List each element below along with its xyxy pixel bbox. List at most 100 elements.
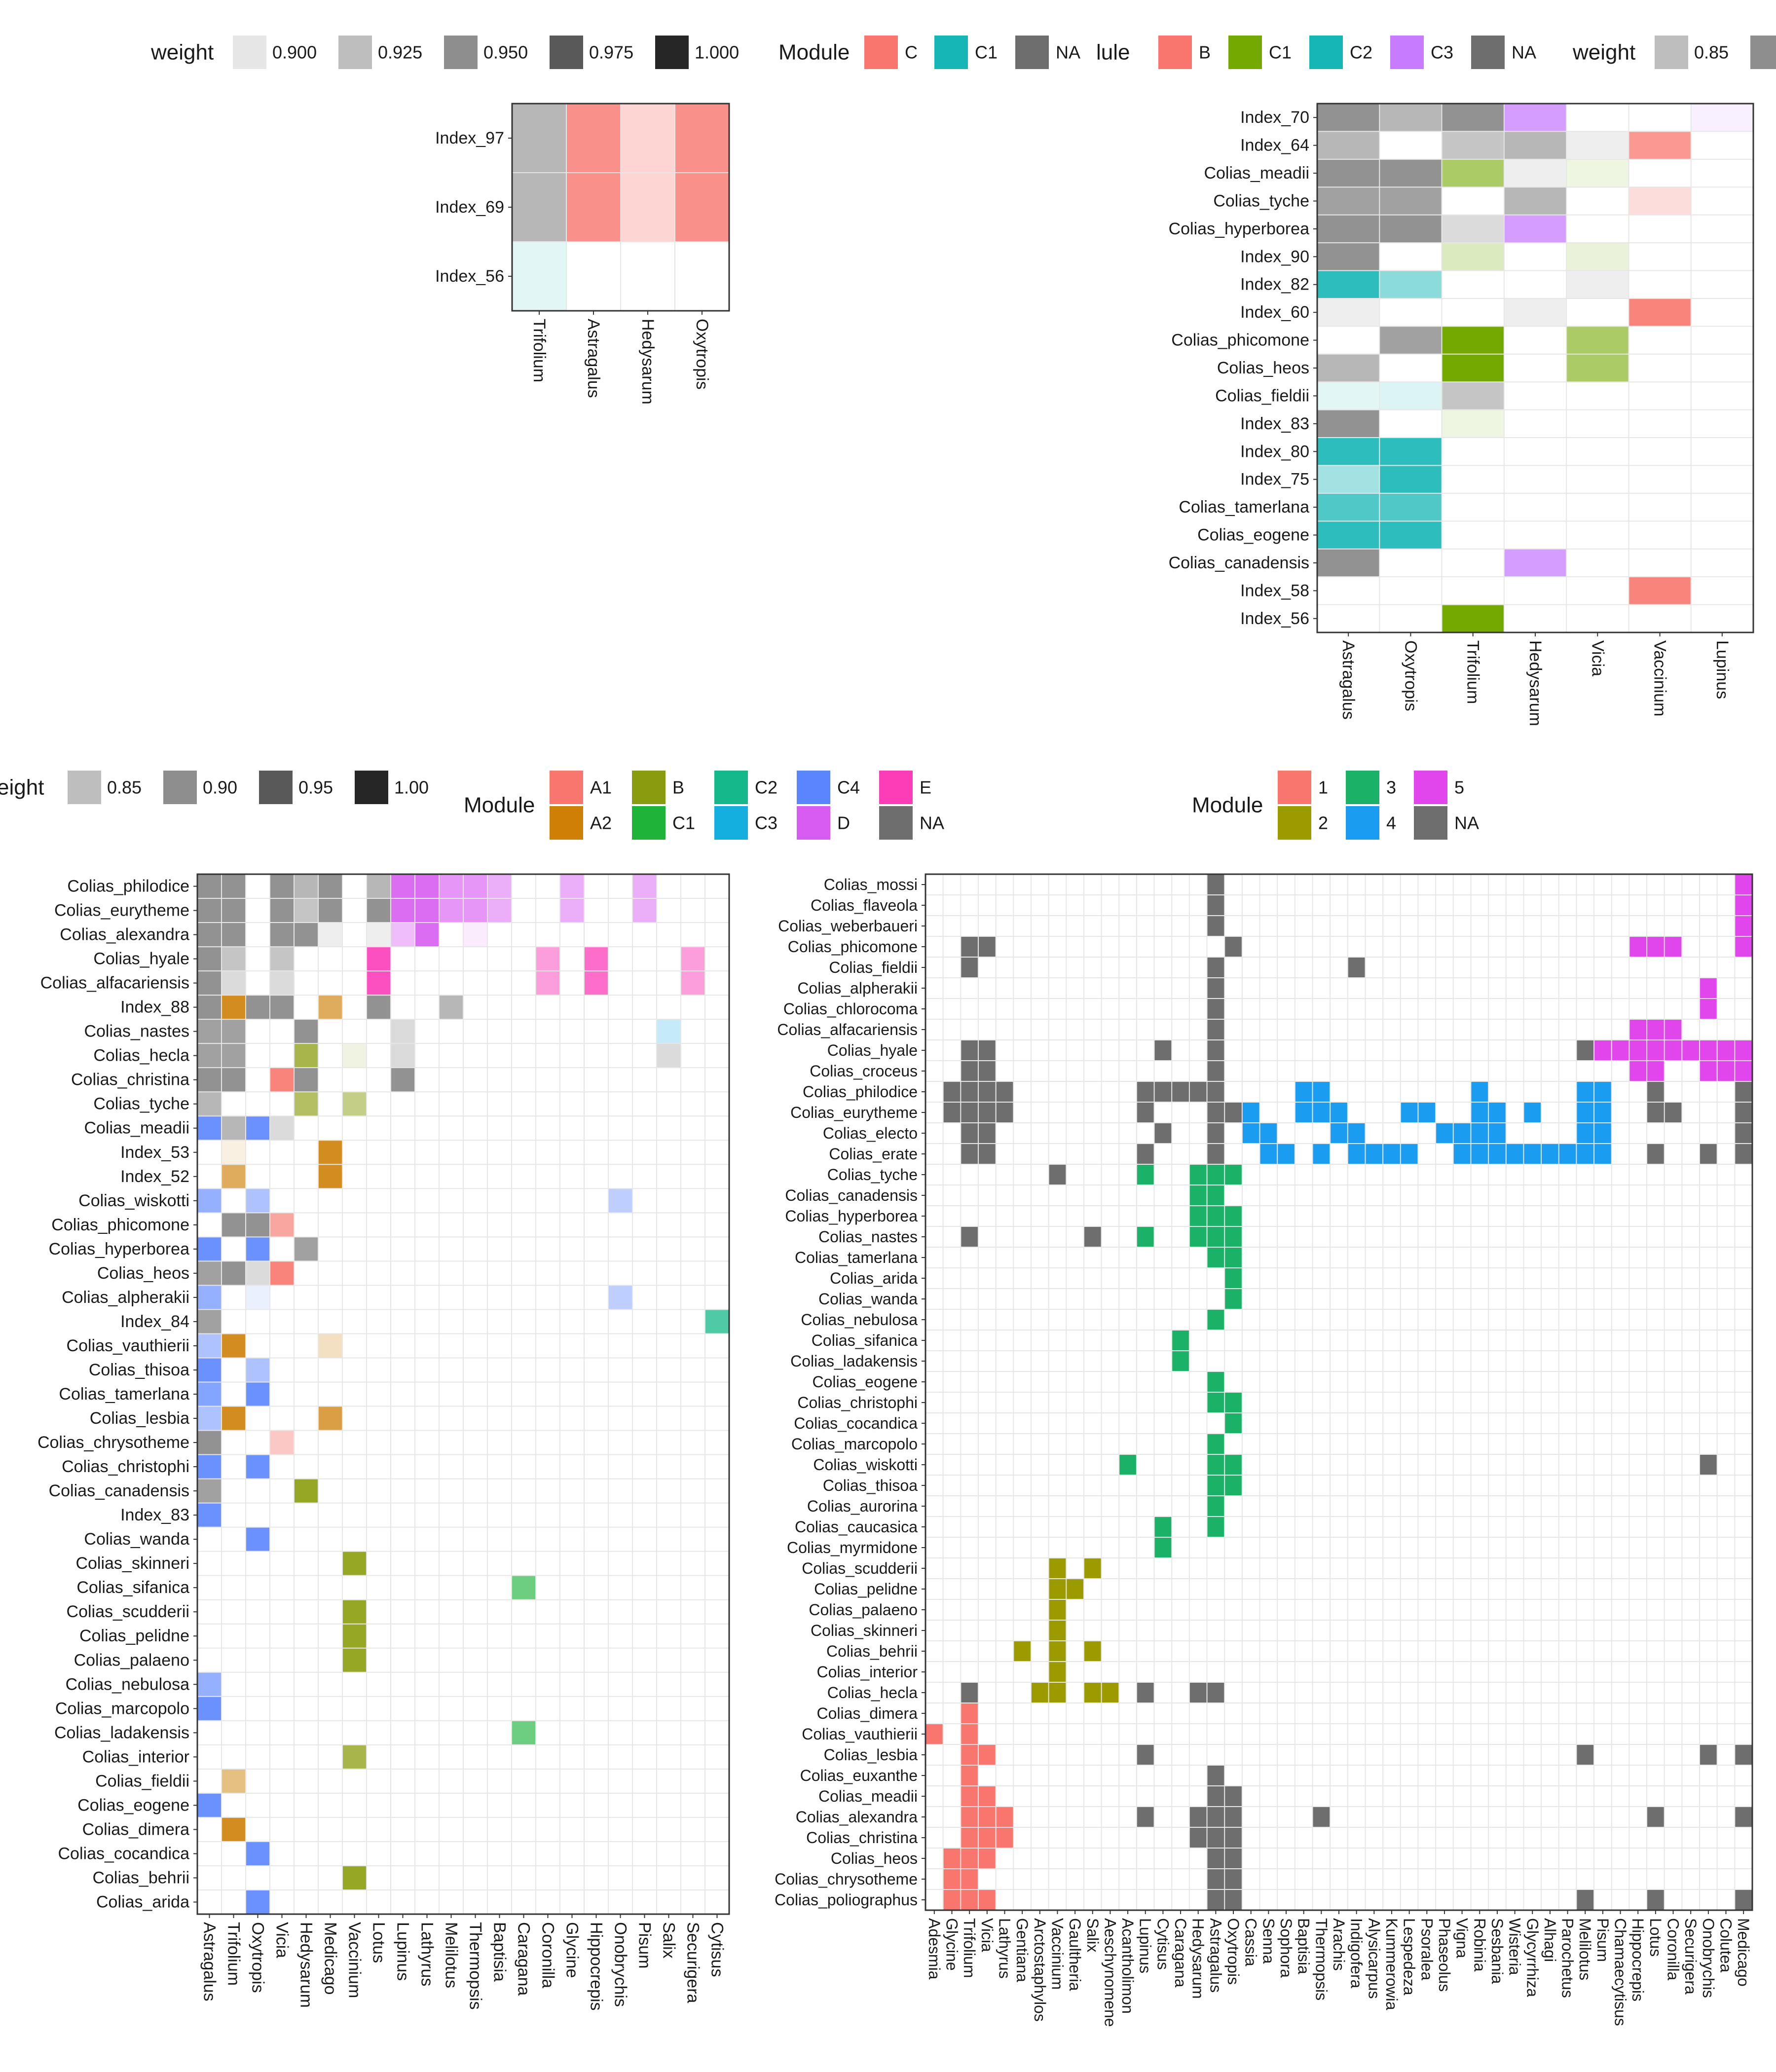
cell-layer: [1317, 104, 1753, 632]
column-label: Chamaecytisus: [1612, 1918, 1629, 2026]
heatmap-cell-Colias_interior-Vaccinium: [342, 1744, 367, 1769]
heatmap-cell-Colias_heos-Vicia: [270, 1261, 294, 1286]
column-label: Pisum: [1594, 1918, 1612, 1962]
heatmap-cell-Colias_hecla-Hedysarum: [1189, 1682, 1207, 1703]
module-legend-swatch: [1228, 36, 1262, 69]
module-legend-swatch: [1414, 806, 1447, 840]
column-label: Lotus: [370, 1922, 388, 1963]
weight-legend-label: 1.00: [394, 777, 429, 798]
column-label: Phaseolus: [1436, 1918, 1453, 1992]
heatmap-cell-Colias_wiskotti-Oxytropis: [246, 1188, 270, 1213]
column-label: Onobrychis: [1700, 1918, 1717, 1998]
heatmap-cell-Colias_scudderii-Salix: [1083, 1558, 1102, 1579]
heatmap-cell-Index_60-Vaccinium: [1628, 298, 1691, 327]
column-label: Colutea: [1717, 1918, 1735, 1973]
row-label: Colias_marcopolo: [791, 1435, 918, 1453]
heatmap-cell-Colias_croceus-Vicia: [978, 1061, 996, 1081]
heatmap-cell-Colias_nastes-Astragalus: [197, 1019, 222, 1044]
heatmap-cell-Colias_alexandra-Vicia: [270, 923, 294, 947]
heatmap-cell-Colias_eurytheme-Oxytropis: [1224, 1102, 1242, 1123]
heatmap-cell-Colias_erate-Wisteria: [1506, 1144, 1524, 1164]
heatmap-cell-Colias_heos-Glycine: [943, 1848, 961, 1869]
heatmap-cell-Colias_electo-Vigna: [1453, 1123, 1471, 1144]
column-label: Gentiana: [1013, 1918, 1031, 1982]
heatmap-cell-Index_88-Melilotus: [439, 995, 463, 1020]
row-label: Index_75: [1240, 470, 1309, 489]
heatmap-cell-Colias_electo-Melilotus: [1576, 1123, 1594, 1144]
heatmap-cell-Colias_phicomone-Vicia: [270, 1213, 294, 1237]
heatmap-cell-Colias_eurytheme-Pisum: [1594, 1102, 1612, 1123]
module-legend-C: Module A1 A2 B C1 C2 C3 C4 D E NA: [464, 771, 944, 840]
heatmap-cell-Colias_erate-Robinia: [1471, 1144, 1489, 1164]
column-label: Arctostaphylos: [1031, 1918, 1049, 2022]
weight-legend-label: 0.900: [272, 42, 317, 63]
row-label: Index_90: [1240, 247, 1309, 266]
row-label: Colias_nastes: [84, 1022, 189, 1041]
weight-legend-swatch: [355, 771, 388, 804]
heatmap-cell-Colias_lesbia-Onobrychis: [1700, 1744, 1717, 1765]
module-legend-swatch: [934, 36, 968, 69]
row-label: Colias_dimera: [82, 1820, 189, 1839]
row-label: Colias_mossi: [824, 876, 918, 893]
heatmap-cell-Colias_poliographus-Astragalus: [1207, 1889, 1225, 1910]
heatmap-cell-Colias_weberbaueri-Astragalus: [1207, 916, 1225, 936]
heatmap-cell-Colias_tyche-Astragalus: [1207, 1164, 1225, 1185]
row-label: Colias_sifanica: [76, 1578, 189, 1597]
row-label: Colias_skinneri: [75, 1554, 189, 1573]
row-label: Colias_hyale: [827, 1041, 918, 1059]
column-label: Astragalus: [200, 1922, 219, 2001]
heatmap-cell-Colias_tamerlana-Oxytropis: [1224, 1247, 1242, 1268]
heatmap-panel-D: Colias_mossi Colias_flaveola Colias_weberb…: [775, 873, 1753, 2027]
heatmap-panel-A: Index_97 Index_69 Index_56 Trifolium Astraga…: [435, 103, 730, 405]
column-label: Trifolium: [224, 1922, 243, 1986]
heatmap-cell-Colias_erate-Alhagi: [1541, 1144, 1559, 1164]
column-label: Astragalus: [1207, 1918, 1224, 1993]
column-label: Hippocrepis: [587, 1922, 606, 2011]
heatmap-cell-Colias_alpherakii-Oxytropis: [246, 1285, 270, 1310]
row-label: Index_52: [120, 1167, 189, 1186]
row-label: Colias_heos: [831, 1850, 918, 1867]
heatmap-cell-Index_60-Astragalus: [1317, 298, 1380, 327]
heatmap-cell-Index_75-Oxytropis: [1379, 465, 1442, 493]
heatmap-cell-Colias_heos-Oxytropis: [1224, 1848, 1242, 1869]
heatmap-cell-Colias_alexandra-Trifolium: [222, 923, 246, 947]
heatmap-cell-Colias_hyale-Melilotus: [1576, 1040, 1594, 1061]
heatmap-cell-Index_52-Medicago: [318, 1164, 342, 1189]
heatmap-cell-Colias_hyperborea-Hedysarum: [1504, 215, 1567, 243]
heatmap-cell-Colias_heos-Trifolium: [222, 1261, 246, 1286]
heatmap-cell-Index_97-Oxytropis: [675, 104, 729, 173]
row-label: Colias_thisoa: [823, 1477, 918, 1494]
heatmap-cell-Colias_philodice-Melilotus: [439, 874, 463, 899]
module-legend-label: 3: [1386, 777, 1396, 798]
module-legend-swatch: [550, 806, 583, 840]
row-label: Colias_tyche: [93, 1095, 189, 1113]
weight-legend-A: weight 0.900 0.925 0.950 0.975 1.000: [150, 36, 739, 69]
row-label: Index_53: [120, 1143, 189, 1162]
heatmap-cell-Colias_pelidne-Gaultheria: [1066, 1579, 1084, 1599]
heatmap-cell-Colias_eurytheme-Thermopsis: [1312, 1102, 1331, 1123]
heatmap-cell-Colias_hyale-Onobrychis: [1700, 1040, 1717, 1061]
heatmap-cell-Colias_flaveola-Astragalus: [1207, 895, 1225, 916]
heatmap-cell-Colias_eurytheme-Lupinus: [1136, 1102, 1154, 1123]
grid-layer: [197, 874, 729, 1914]
row-label: Colias_phicomone: [788, 938, 918, 956]
heatmap-cell-Colias_sifanica-Caragana: [1172, 1330, 1189, 1351]
heatmap-cell-Colias_philodice-Melilotus: [1576, 1081, 1594, 1102]
heatmap-cell-Index_88-Astragalus: [197, 995, 222, 1020]
row-label: Colias_tyche: [1213, 191, 1309, 210]
heatmap-cell-Colias_marcopolo-Astragalus: [1207, 1434, 1225, 1454]
heatmap-cell-Colias_mossi-Medicago: [1735, 874, 1752, 895]
heatmap-cell-Colias_behrii-Vaccinium: [342, 1865, 367, 1890]
heatmap-cell-Colias_wanda-Oxytropis: [246, 1527, 270, 1552]
heatmap-cell-Colias_tamerlana-Oxytropis: [1379, 493, 1442, 521]
weight-legend-label: 0.975: [589, 42, 633, 63]
heatmap-cell-Colias_electo-Sesbania: [1488, 1123, 1506, 1144]
legend-title: weight: [1572, 40, 1635, 65]
heatmap-cell-Colias_eurytheme-Robinia: [1471, 1102, 1489, 1123]
heatmap-cell-Colias_erate-Senna: [1259, 1144, 1278, 1164]
column-label: Caragana: [1172, 1918, 1189, 1988]
heatmap-cell-Colias_wiskotti-Onobrychis: [1700, 1454, 1717, 1475]
heatmap-cell-Colias_alfacariensis-Securigera: [681, 971, 705, 996]
heatmap-cell-Index_82-Vicia: [1566, 270, 1629, 298]
heatmap-cell-Colias_nastes-Salix: [657, 1019, 681, 1044]
